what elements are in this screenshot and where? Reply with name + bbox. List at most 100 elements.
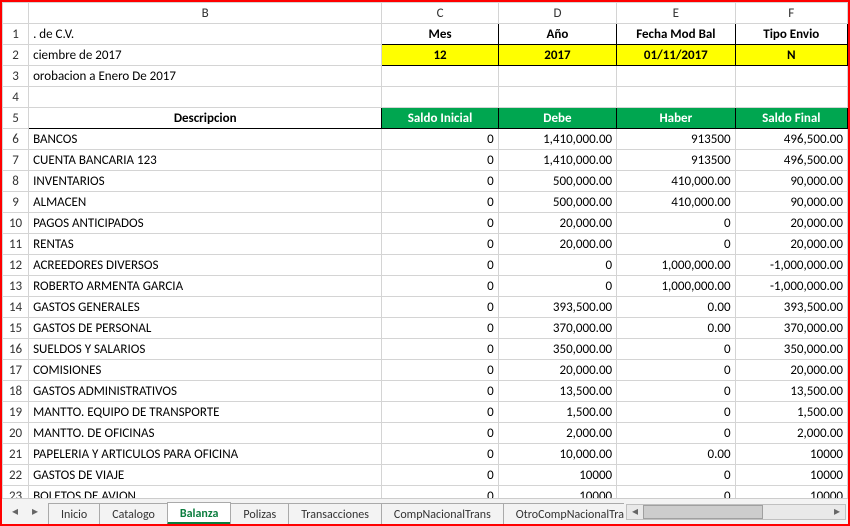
cell[interactable]: GASTOS DE PERSONAL (29, 318, 382, 339)
col-header-F[interactable]: F (735, 3, 847, 24)
cell[interactable] (617, 87, 735, 108)
cell[interactable]: 913500 (617, 150, 735, 171)
cell[interactable]: 10000 (735, 465, 847, 486)
cell[interactable]: CUENTA BANCARIA 123 (29, 150, 382, 171)
cell[interactable]: Mes (382, 24, 498, 45)
cell[interactable]: N (735, 45, 847, 66)
cell[interactable]: 0 (382, 276, 498, 297)
cell[interactable]: 370,000.00 (735, 318, 847, 339)
scroll-right-icon[interactable]: ▸ (829, 505, 845, 519)
cell[interactable]: 0 (617, 423, 735, 444)
cell[interactable]: 0 (382, 150, 498, 171)
cell[interactable]: 500,000.00 (498, 171, 616, 192)
cell[interactable]: 90,000.00 (735, 192, 847, 213)
row-header[interactable]: 13 (3, 276, 29, 297)
row-header[interactable]: 20 (3, 423, 29, 444)
cell[interactable] (382, 87, 498, 108)
cell[interactable]: GASTOS GENERALES (29, 297, 382, 318)
cell[interactable]: 0 (382, 171, 498, 192)
cell[interactable]: SUELDOS Y SALARIOS (29, 339, 382, 360)
cell[interactable]: 496,500.00 (735, 150, 847, 171)
cell[interactable]: Haber (617, 108, 735, 129)
row-header[interactable]: 10 (3, 213, 29, 234)
row-header[interactable]: 21 (3, 444, 29, 465)
row-header[interactable]: 7 (3, 150, 29, 171)
row-header[interactable]: 12 (3, 255, 29, 276)
row-header[interactable]: 6 (3, 129, 29, 150)
cell[interactable]: 10000 (498, 486, 616, 499)
cell[interactable]: Saldo Final (735, 108, 847, 129)
cell[interactable]: 1,410,000.00 (498, 129, 616, 150)
cell[interactable] (382, 66, 498, 87)
cell[interactable]: 0 (382, 402, 498, 423)
cell[interactable]: PAGOS ANTICIPADOS (29, 213, 382, 234)
cell[interactable]: -1,000,000.00 (735, 255, 847, 276)
cell[interactable]: ALMACEN (29, 192, 382, 213)
cell[interactable]: 0 (382, 423, 498, 444)
cell[interactable]: MANTTO. DE OFICINAS (29, 423, 382, 444)
col-header-E[interactable]: E (617, 3, 735, 24)
cell[interactable]: 913500 (617, 129, 735, 150)
cell[interactable]: 10000 (498, 465, 616, 486)
cell[interactable]: 0.00 (617, 297, 735, 318)
cell[interactable]: 0 (617, 234, 735, 255)
cell[interactable] (735, 66, 847, 87)
scroll-left-icon[interactable]: ◂ (627, 505, 643, 519)
cell[interactable]: orobacion a Enero De 2017 (29, 66, 382, 87)
select-all-corner[interactable] (3, 3, 29, 24)
cell[interactable]: 20,000.00 (498, 360, 616, 381)
cell[interactable]: INVENTARIOS (29, 171, 382, 192)
cell[interactable]: PAPELERIA Y ARTICULOS PARA OFICINA (29, 444, 382, 465)
cell[interactable]: 0 (382, 129, 498, 150)
cell[interactable]: 0 (498, 255, 616, 276)
cell[interactable]: 13,500.00 (498, 381, 616, 402)
scroll-thumb[interactable] (643, 505, 763, 519)
cell[interactable]: 0 (382, 255, 498, 276)
cell[interactable] (498, 66, 616, 87)
cell[interactable]: 20,000.00 (735, 213, 847, 234)
sheet-tab-polizas[interactable]: Polizas (230, 503, 289, 524)
cell[interactable]: 0 (382, 444, 498, 465)
tab-nav-prev-icon[interactable]: ◂ (6, 503, 24, 521)
row-header[interactable]: 2 (3, 45, 29, 66)
cell[interactable]: 20,000.00 (735, 360, 847, 381)
cell[interactable]: 0 (382, 381, 498, 402)
cell[interactable]: 0 (382, 297, 498, 318)
cell[interactable]: BOLETOS DE AVION (29, 486, 382, 499)
row-header[interactable]: 16 (3, 339, 29, 360)
cell[interactable]: 0 (382, 192, 498, 213)
cell[interactable]: 20,000.00 (735, 234, 847, 255)
col-header-C[interactable]: C (382, 3, 498, 24)
cell[interactable]: -1,000,000.00 (735, 276, 847, 297)
cell[interactable]: . de C.V. (29, 24, 382, 45)
sheet-tab-transacciones[interactable]: Transacciones (288, 503, 382, 524)
cell[interactable]: 0 (382, 234, 498, 255)
cell[interactable]: 0 (617, 213, 735, 234)
cell[interactable]: 0 (617, 381, 735, 402)
row-header[interactable]: 5 (3, 108, 29, 129)
cell[interactable]: 370,000.00 (498, 318, 616, 339)
sheet-tab-otrocompnacionaltrans[interactable]: OtroCompNacionalTrans (503, 503, 624, 524)
cell[interactable]: 1,000,000.00 (617, 276, 735, 297)
cell[interactable]: ACREEDORES DIVERSOS (29, 255, 382, 276)
cell[interactable]: 0.00 (617, 318, 735, 339)
spreadsheet-grid[interactable]: B C D E F 1 . de C.V. Mes Año Fecha Mod … (2, 2, 848, 498)
cell[interactable]: 0 (617, 360, 735, 381)
cell[interactable]: ciembre de 2017 (29, 45, 382, 66)
cell[interactable]: 393,500.00 (735, 297, 847, 318)
cell[interactable]: 2,000.00 (498, 423, 616, 444)
cell[interactable]: 0.00 (617, 444, 735, 465)
cell[interactable]: 500,000.00 (498, 192, 616, 213)
cell[interactable]: GASTOS ADMINISTRATIVOS (29, 381, 382, 402)
row-header[interactable]: 1 (3, 24, 29, 45)
row-header[interactable]: 8 (3, 171, 29, 192)
cell[interactable]: 2017 (498, 45, 616, 66)
cell[interactable]: 0 (382, 486, 498, 499)
cell[interactable]: 10000 (735, 444, 847, 465)
row-header[interactable]: 14 (3, 297, 29, 318)
cell[interactable]: 90,000.00 (735, 171, 847, 192)
cell[interactable]: 0 (617, 402, 735, 423)
row-header[interactable]: 23 (3, 486, 29, 499)
cell[interactable]: 0 (382, 465, 498, 486)
row-header[interactable]: 17 (3, 360, 29, 381)
